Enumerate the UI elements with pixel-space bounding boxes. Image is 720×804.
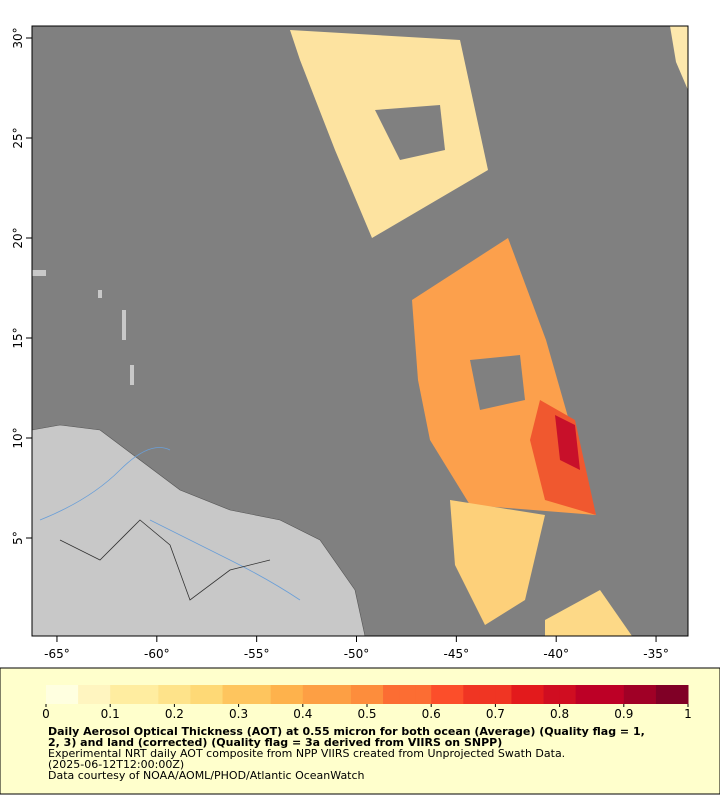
colorbar-cell [126,685,143,704]
caption-line: Data courtesy of NOAA/AOML/PHOD/Atlantic… [48,769,365,782]
x-tick-label: -55° [244,647,270,661]
colorbar-tick-label: 1 [684,707,692,721]
colorbar-cell [671,685,689,704]
colorbar-cell [350,685,368,704]
swaths [290,26,688,636]
gap [470,355,525,410]
x-tick-label: -35° [643,647,669,661]
colorbar-cell [78,685,95,704]
x-tick-label: -45° [444,647,470,661]
colorbar-cell [174,685,191,704]
caption-title: 2, 3) and land (corrected) (Quality flag… [48,736,502,749]
colorbar-cell [254,685,272,704]
colorbar-cell [286,685,304,704]
colorbar-cell [639,685,657,704]
colorbar-cell [655,685,673,704]
island [122,310,126,340]
colorbar-cell [527,685,545,704]
colorbar-cell [575,685,593,704]
island [98,290,102,298]
caption-title: Daily Aerosol Optical Thickness (AOT) at… [48,725,645,738]
x-tick-label: -60° [144,647,170,661]
colorbar-cell [222,685,240,704]
colorbar-cell [142,685,159,704]
colorbar-cell [46,685,63,704]
gap [375,105,445,160]
swath [555,415,580,470]
colorbar-tick-label: 0.4 [293,707,312,721]
colorbar-tick-label: 0 [42,707,50,721]
colorbar-cell [318,685,336,704]
caption-line: (2025-06-12T12:00:00Z) [48,758,184,771]
colorbar-cell [190,685,207,704]
colorbar-cell [495,685,512,704]
swath [545,590,632,636]
colorbar-cell [415,685,432,704]
colorbar-cell [206,685,224,704]
rivers [39,447,301,601]
colorbar-tick-label: 0.6 [422,707,441,721]
colorbar-cell [607,685,625,704]
island [32,270,46,276]
colorbar-cell [158,685,175,704]
colorbar-tick-label: 0.9 [614,707,633,721]
x-tick-label: -40° [543,647,569,661]
border [59,519,271,601]
colorbar-cell [62,685,79,704]
colorbar: 0 0.1 0.2 0.3 0.4 0.5 0.6 0.7 0.8 0.9 1 [42,685,692,721]
colorbar-cell [479,685,496,704]
colorbar-cell [238,685,256,704]
colorbar-tick-label: 0.8 [550,707,569,721]
map-frame [31,25,689,637]
colorbar-cell [270,685,288,704]
colorbar-cell [463,685,480,704]
colorbar-cell [367,685,384,704]
colorbar-cell [543,685,561,704]
colorbar-cell [399,685,416,704]
colorbar-cell [591,685,609,704]
x-tick-label: -50° [344,647,370,661]
swath [450,500,545,625]
colorbar-cell [334,685,352,704]
colorbar-cell [110,685,127,704]
colorbar-cell [94,685,111,704]
colorbar-cell [302,685,320,704]
y-tick-label: 25° [11,127,25,148]
colorbar-tick-label: 0.1 [101,707,120,721]
colorbar-cell [559,685,577,704]
colorbar-cell [623,685,641,704]
islands [32,270,134,385]
colorbar-cell [447,685,464,704]
y-tick-label: 5° [11,531,25,545]
colorbar-tick-label: 0.7 [486,707,505,721]
borders [59,519,271,601]
caption-line: Experimental NRT daily AOT composite fro… [48,747,565,760]
colorbar-tick-label: 0.5 [357,707,376,721]
river [149,519,301,601]
colorbar-tick-label: 0.2 [165,707,184,721]
colorbar-cell [511,685,528,704]
x-tick-label: -65° [44,647,70,661]
colorbar-cell [431,685,448,704]
y-tick-label: 20° [11,227,25,248]
river [39,447,171,521]
y-tick-label: 10° [11,427,25,448]
swath [670,26,688,90]
island [130,365,134,385]
colorbar-tick-label: 0.3 [229,707,248,721]
colorbar-cell [383,685,400,704]
axes: -65° -60° -55° -50° -45° -40° -35° 5° 10° 15° 20° 2… [11,27,669,661]
y-tick-label: 15° [11,327,25,348]
y-tick-label: 30° [11,27,25,48]
